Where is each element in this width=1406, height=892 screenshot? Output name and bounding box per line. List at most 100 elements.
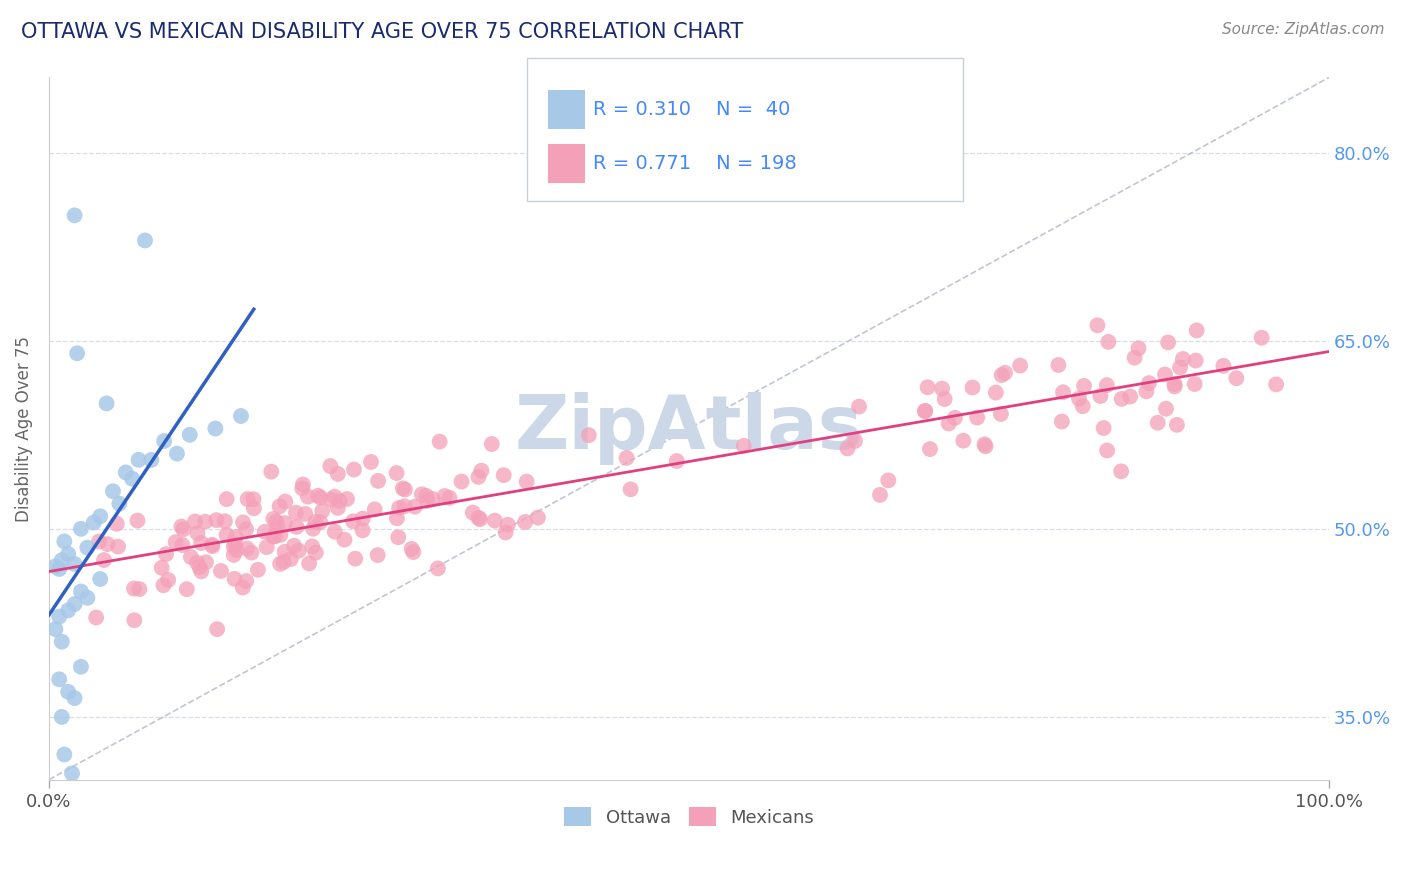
Point bbox=[301, 540, 323, 554]
Point bbox=[44, 559, 66, 574]
Point bbox=[1090, 389, 1112, 403]
Text: Source: ZipAtlas.com: Source: ZipAtlas.com bbox=[1222, 22, 1385, 37]
Point bbox=[89, 509, 111, 524]
Point bbox=[105, 516, 128, 531]
Point bbox=[44, 622, 66, 636]
Point bbox=[422, 492, 444, 507]
Point bbox=[484, 514, 506, 528]
Point bbox=[496, 517, 519, 532]
Point bbox=[1135, 384, 1157, 399]
Point bbox=[236, 541, 259, 556]
Point bbox=[1050, 415, 1073, 429]
Point bbox=[1184, 377, 1206, 392]
Point bbox=[1087, 318, 1109, 333]
Point bbox=[121, 472, 143, 486]
Point bbox=[918, 442, 941, 456]
Point bbox=[392, 482, 415, 496]
Point bbox=[157, 573, 180, 587]
Point bbox=[150, 561, 173, 575]
Point bbox=[205, 513, 228, 527]
Point bbox=[333, 533, 356, 547]
Point bbox=[394, 499, 416, 513]
Point bbox=[243, 501, 266, 516]
Point bbox=[266, 520, 288, 534]
Point bbox=[152, 578, 174, 592]
Point bbox=[51, 710, 73, 724]
Point bbox=[273, 555, 295, 569]
Point bbox=[48, 562, 70, 576]
Point bbox=[450, 475, 472, 489]
Point bbox=[1052, 385, 1074, 400]
Point bbox=[176, 582, 198, 597]
Point bbox=[323, 490, 346, 504]
Point bbox=[222, 540, 245, 554]
Point bbox=[128, 453, 150, 467]
Point bbox=[107, 540, 129, 554]
Point bbox=[328, 494, 350, 508]
Point bbox=[60, 766, 83, 780]
Point bbox=[1250, 331, 1272, 345]
Point bbox=[48, 673, 70, 687]
Point bbox=[388, 500, 411, 515]
Point bbox=[917, 380, 939, 394]
Point bbox=[470, 464, 492, 478]
Point bbox=[114, 466, 136, 480]
Point bbox=[280, 552, 302, 566]
Point bbox=[429, 434, 451, 449]
Point bbox=[415, 489, 437, 503]
Point bbox=[433, 489, 456, 503]
Point bbox=[141, 453, 163, 467]
Point bbox=[492, 468, 515, 483]
Point bbox=[66, 346, 89, 360]
Y-axis label: Disability Age Over 75: Disability Age Over 75 bbox=[15, 335, 32, 522]
Point bbox=[224, 572, 246, 586]
Point bbox=[1123, 351, 1146, 365]
Point bbox=[155, 547, 177, 561]
Point bbox=[124, 613, 146, 627]
Point bbox=[342, 514, 364, 528]
Point bbox=[914, 404, 936, 418]
Point bbox=[516, 475, 538, 489]
Point bbox=[578, 428, 600, 442]
Point bbox=[394, 483, 416, 497]
Point bbox=[76, 591, 98, 605]
Point bbox=[319, 458, 342, 473]
Point bbox=[1071, 399, 1094, 413]
Point bbox=[360, 455, 382, 469]
Point bbox=[1185, 323, 1208, 337]
Point bbox=[344, 551, 367, 566]
Point bbox=[232, 516, 254, 530]
Point bbox=[984, 385, 1007, 400]
Point bbox=[416, 494, 439, 508]
Point bbox=[205, 622, 228, 636]
Point bbox=[1095, 443, 1118, 458]
Point bbox=[321, 492, 343, 507]
Point bbox=[304, 515, 326, 529]
Point bbox=[934, 392, 956, 406]
Point bbox=[1184, 353, 1206, 368]
Point bbox=[273, 545, 295, 559]
Point bbox=[302, 522, 325, 536]
Point bbox=[229, 409, 252, 423]
Point bbox=[439, 491, 461, 505]
Point bbox=[305, 546, 328, 560]
Point bbox=[84, 610, 107, 624]
Point bbox=[1047, 358, 1070, 372]
Legend: Ottawa, Mexicans: Ottawa, Mexicans bbox=[557, 800, 821, 834]
Point bbox=[402, 545, 425, 559]
Point bbox=[262, 530, 284, 544]
Point bbox=[51, 553, 73, 567]
Point bbox=[994, 366, 1017, 380]
Point bbox=[179, 427, 201, 442]
Point bbox=[108, 497, 131, 511]
Point bbox=[367, 548, 389, 562]
Point bbox=[837, 442, 859, 456]
Point bbox=[128, 582, 150, 596]
Point bbox=[56, 547, 79, 561]
Point bbox=[848, 400, 870, 414]
Point bbox=[1163, 376, 1185, 391]
Point bbox=[1146, 416, 1168, 430]
Point bbox=[53, 747, 76, 762]
Point bbox=[70, 584, 93, 599]
Point bbox=[323, 524, 346, 539]
